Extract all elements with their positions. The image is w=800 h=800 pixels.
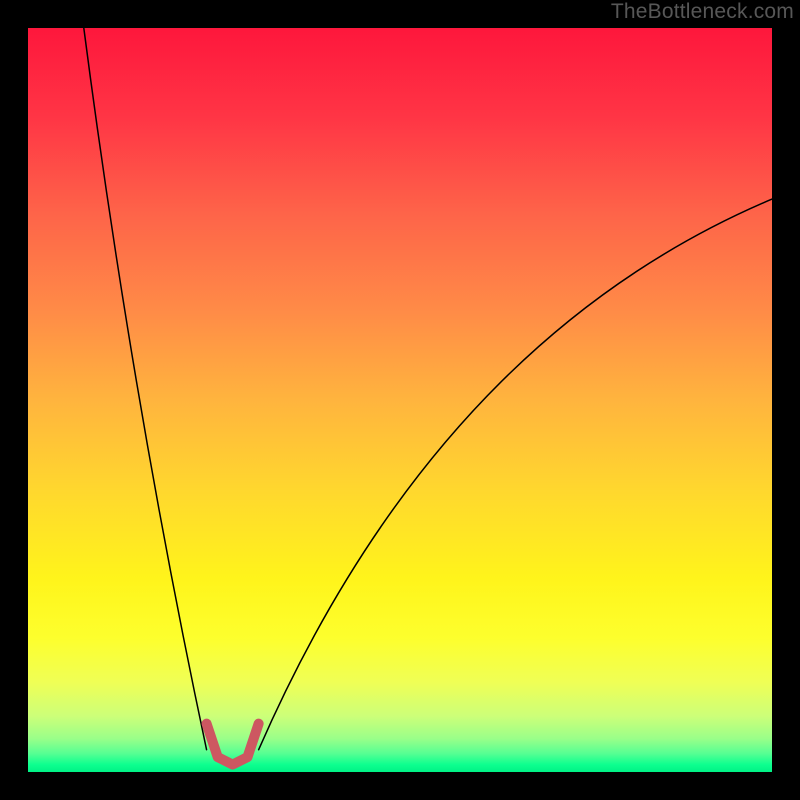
bottleneck-curve-right [259,199,772,750]
curve-layer [28,28,772,772]
highlighted-segment [207,724,259,765]
chart-plot-area [28,28,772,772]
bottleneck-curve-left [84,28,207,750]
chart-stage: TheBottleneck.com [0,0,800,800]
attribution-text: TheBottleneck.com [611,0,794,24]
